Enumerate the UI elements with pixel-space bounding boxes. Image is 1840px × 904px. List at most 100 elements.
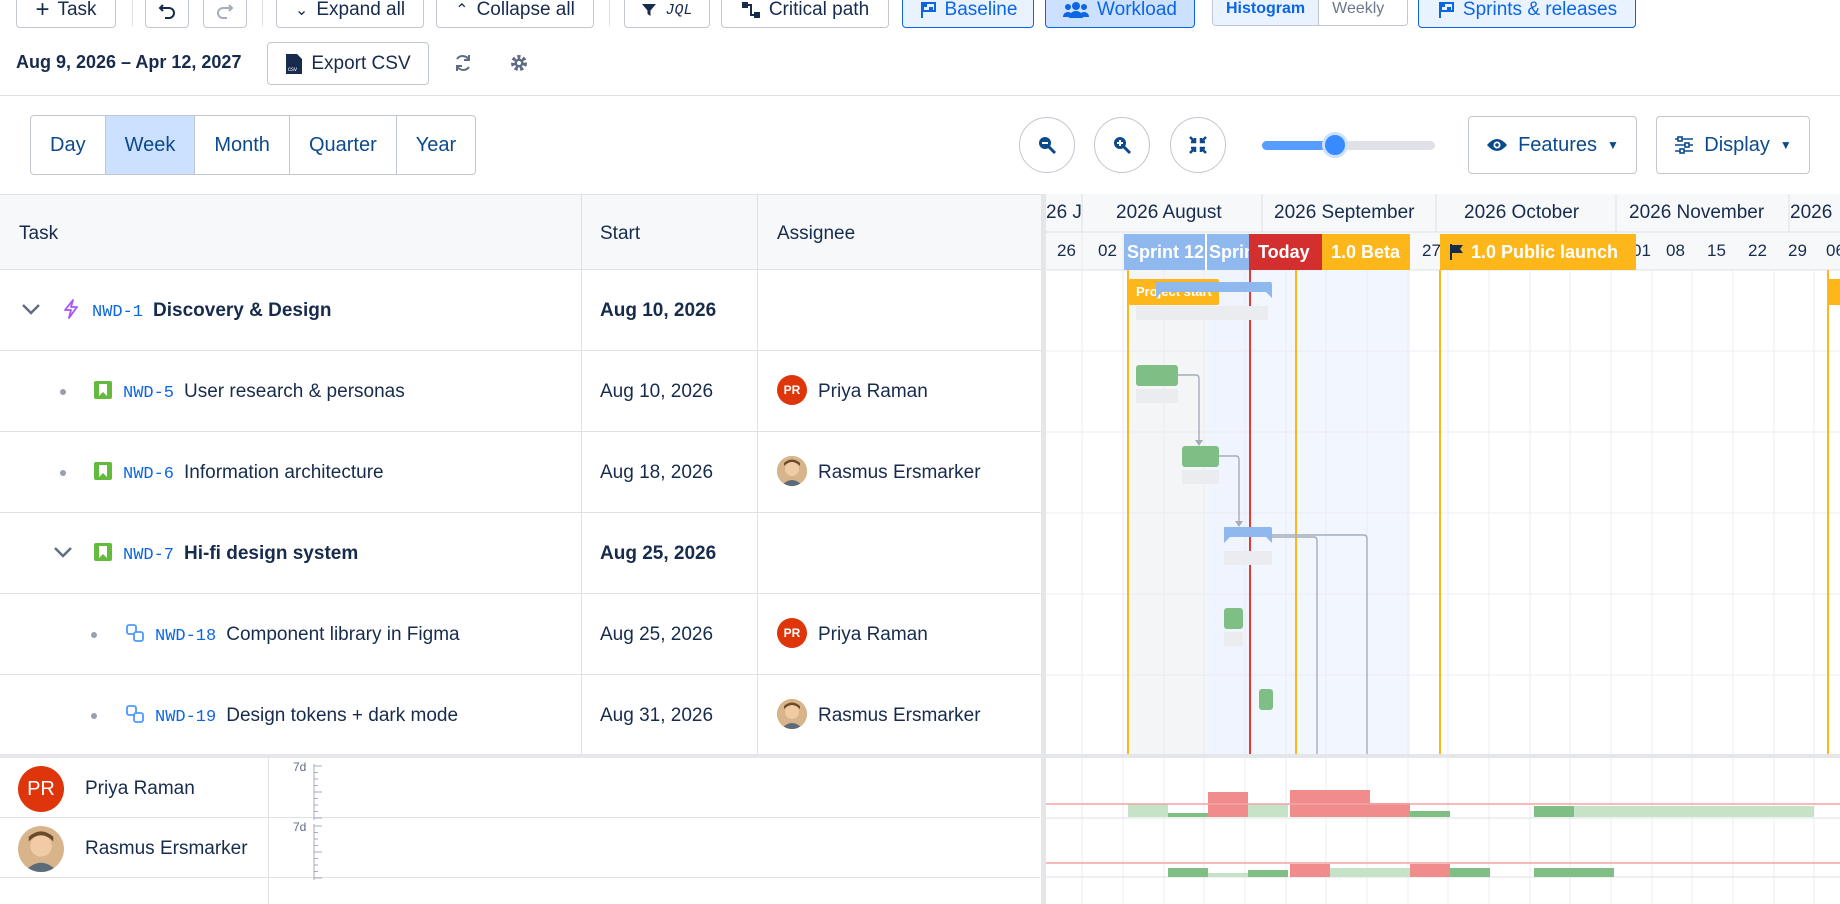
summary-bar[interactable] [1224, 527, 1272, 543]
column-header-task[interactable]: Task [19, 223, 59, 244]
chevron-down-icon[interactable] [21, 302, 41, 316]
month-label: 2026 October [1464, 202, 1580, 223]
redo-icon [217, 4, 234, 19]
column-header-start[interactable]: Start [600, 223, 641, 244]
critical-path-button[interactable]: Critical path [721, 0, 889, 28]
zoom-slider-handle[interactable] [1321, 132, 1348, 158]
caret-down-icon: ▼ [1779, 138, 1792, 152]
today-line [1249, 270, 1251, 754]
week-label: 01 [1632, 241, 1651, 260]
histogram-option[interactable]: Histogram [1213, 0, 1319, 25]
column-header-assignee[interactable]: Assignee [777, 223, 856, 244]
week-label: 15 [1707, 241, 1726, 260]
table-row[interactable]: NWD-7 Hi-fi design system Aug 25, 2026 [0, 513, 1045, 594]
avatar-photo [777, 456, 807, 486]
undo-button[interactable] [145, 0, 189, 28]
week-label: 27 [1422, 241, 1441, 260]
baseline-button[interactable]: Baseline [902, 0, 1034, 28]
workload-bar [1534, 806, 1574, 817]
issue-key[interactable]: NWD-7 [123, 546, 175, 565]
issue-key[interactable]: NWD-18 [155, 627, 217, 646]
fit-to-screen-button[interactable] [1170, 117, 1226, 173]
scale-quarter[interactable]: Quarter [290, 116, 397, 174]
jql-filter-button[interactable]: JQL [624, 0, 710, 28]
zoom-out-button[interactable] [1019, 117, 1075, 173]
start-date: Aug 25, 2026 [600, 543, 717, 564]
workload-bar [1290, 864, 1330, 877]
splitter[interactable] [1041, 194, 1046, 900]
weekly-option[interactable]: Weekly [1318, 0, 1397, 25]
collapse-all-button[interactable]: ⌃ Collapse all [436, 0, 594, 28]
table-row[interactable]: NWD-1 Discovery & Design Aug 10, 2026 [0, 270, 1045, 351]
issue-key[interactable]: NWD-1 [92, 303, 144, 322]
table-row[interactable]: NWD-6 Information architecture Aug 18, 20… [0, 432, 1045, 513]
task-bar[interactable] [1136, 365, 1178, 386]
export-csv-button[interactable]: csv Export CSV [267, 42, 429, 85]
capacity-label: 7d [293, 760, 307, 774]
time-scale-selector[interactable]: Day Week Month Quarter Year [30, 115, 477, 175]
summary-bar[interactable] [1156, 282, 1272, 298]
issue-title: Discovery & Design [153, 300, 332, 321]
scale-month[interactable]: Month [195, 116, 290, 174]
task-bar[interactable] [1259, 689, 1273, 710]
display-dropdown[interactable]: Display ▼ [1656, 116, 1810, 174]
resource-panel: PR Priya Raman Rasmus Ersmarker 7d 7d [0, 754, 1840, 904]
assignee-name: Rasmus Ersmarker [818, 705, 981, 726]
assignee-name: Priya Raman [818, 624, 928, 645]
workload-mode-toggle[interactable]: Histogram Weekly [1212, 0, 1408, 26]
scale-day[interactable]: Day [31, 116, 106, 174]
workload-bar [1248, 804, 1288, 817]
release-marker-label[interactable]: 1.0 Public launch [1440, 234, 1636, 270]
assignee-name: Priya Raman [818, 381, 928, 402]
resource-row[interactable]: Rasmus Ersmarker [0, 818, 1040, 878]
add-task-button[interactable]: + Task [16, 0, 116, 28]
month-label: 2026 August [1116, 202, 1222, 223]
features-dropdown[interactable]: Features ▼ [1468, 116, 1637, 174]
release-marker-label[interactable]: 1.0 Beta [1322, 234, 1410, 270]
chevron-down-icon[interactable] [53, 545, 73, 559]
week-label: 06 [1826, 241, 1840, 260]
table-row[interactable]: NWD-19 Design tokens + dark mode Aug 31, … [0, 675, 1045, 756]
refresh-button[interactable] [445, 45, 481, 81]
workload-bar [1128, 804, 1168, 817]
flag-icon [1450, 244, 1463, 260]
gantt-chart: 26 J 2026 August 2026 September 2026 Oct… [1046, 194, 1840, 754]
avatar: PR [777, 618, 807, 648]
month-label: 2026 November [1629, 202, 1765, 223]
table-row[interactable]: NWD-5 User research & personas Aug 10, 20… [0, 351, 1045, 432]
scale-year[interactable]: Year [415, 133, 457, 156]
issue-title: Component library in Figma [226, 624, 460, 645]
workload-bar [1450, 868, 1490, 877]
release-marker[interactable] [1829, 279, 1840, 305]
zoom-slider[interactable] [1262, 132, 1435, 158]
table-row[interactable]: NWD-18 Component library in Figma Aug 25,… [0, 594, 1045, 675]
issue-key[interactable]: NWD-6 [123, 465, 175, 484]
settings-button[interactable] [501, 45, 537, 81]
story-icon [94, 381, 112, 399]
redo-button[interactable] [203, 0, 247, 28]
resource-row[interactable]: PR Priya Raman [0, 758, 1040, 818]
avatar: PR [18, 766, 64, 812]
task-bar[interactable] [1224, 608, 1243, 629]
workload-button[interactable]: Workload [1045, 0, 1195, 28]
month-label: 2026 September [1274, 202, 1415, 223]
zoom-in-icon [1114, 137, 1132, 155]
avatar-photo [777, 699, 807, 729]
issue-key[interactable]: NWD-5 [123, 384, 175, 403]
sprints-releases-button[interactable]: Sprints & releases [1418, 0, 1636, 28]
task-bar[interactable] [1182, 446, 1219, 467]
scale-week[interactable]: Week [105, 116, 196, 174]
sprint-banner[interactable]: Sprint 12 [1124, 234, 1208, 270]
flag-checkered-icon [920, 2, 936, 18]
bullet [60, 389, 66, 395]
expand-all-button[interactable]: ⌄ Expand all [276, 0, 424, 28]
workload-bar [1208, 873, 1248, 877]
release-line [1295, 270, 1297, 754]
zoom-in-button[interactable] [1094, 117, 1150, 173]
csv-file-icon: csv [286, 53, 303, 74]
chevron-double-down-icon: ⌄ [294, 2, 309, 19]
filter-icon [642, 4, 657, 16]
story-icon [94, 543, 112, 561]
issue-key[interactable]: NWD-19 [155, 708, 217, 727]
sprint-banner[interactable]: Sprin [1205, 234, 1251, 270]
